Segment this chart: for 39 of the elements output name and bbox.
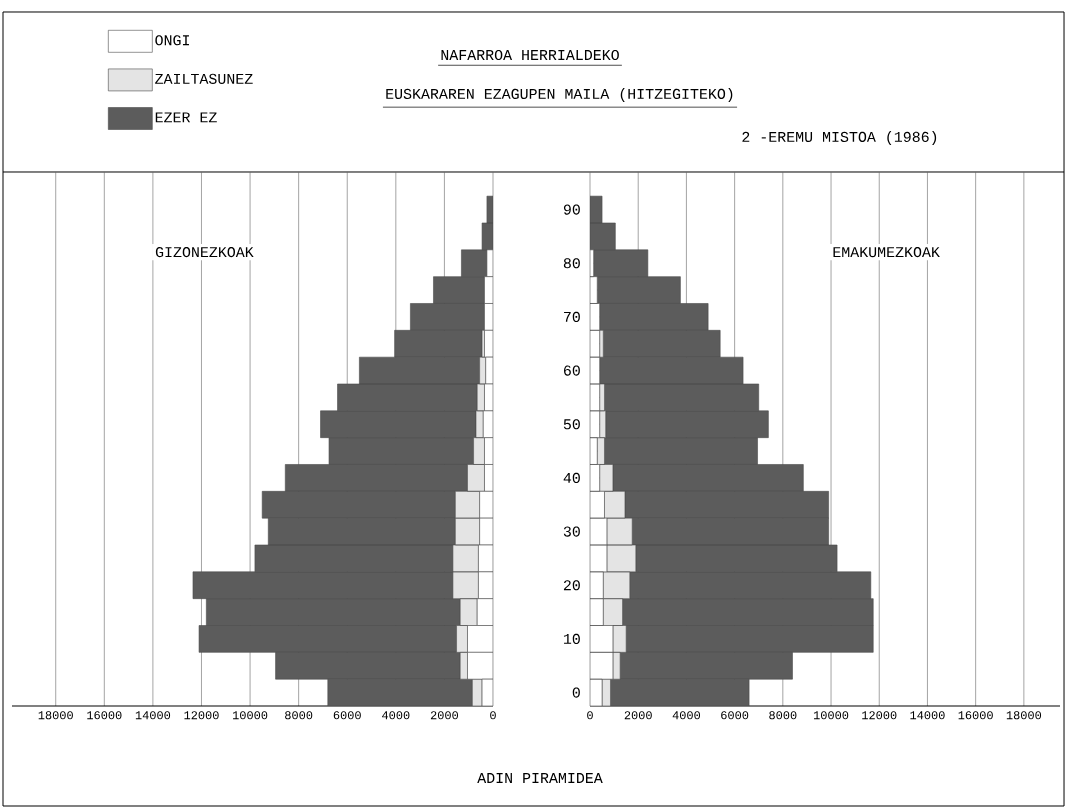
legend-label: EZER EZ <box>155 112 217 123</box>
x-tick-label: 4000 <box>382 711 410 720</box>
x-tick-label: 0 <box>587 711 593 720</box>
y-tick-label: 80 <box>563 258 580 269</box>
x-tick-label: 6000 <box>721 711 749 720</box>
x-tick-label: 6000 <box>333 711 361 720</box>
x-tick-label: 16000 <box>958 711 993 720</box>
y-tick-label: 50 <box>563 419 580 430</box>
y-tick-label: 0 <box>572 687 580 698</box>
annotation: GIZONEZKOAK <box>155 247 254 258</box>
x-tick-label: 12000 <box>184 711 219 720</box>
x-tick-label: 8000 <box>285 711 313 720</box>
y-tick-label: 30 <box>563 526 580 537</box>
annotation: EMAKUMEZKOAK <box>833 247 940 258</box>
y-tick-label: 70 <box>564 311 580 322</box>
x-tick-label: 10000 <box>232 711 268 720</box>
x-tick-label: 14000 <box>910 711 945 720</box>
x-tick-label: 12000 <box>862 711 897 720</box>
y-tick-label: 40 <box>563 472 580 483</box>
x-tick-label: 0 <box>490 711 496 720</box>
x-tick-label: 18000 <box>1006 711 1042 720</box>
x-tick-label: 4000 <box>672 711 701 720</box>
x-tick-label: 10000 <box>813 711 849 720</box>
text: EUSKARAREN EZAGUPEN MAILA (HITZEGITEKO) <box>386 88 733 102</box>
y-tick-label: 10 <box>563 633 580 644</box>
text: 2 -EREMU MISTOA (1986) <box>742 131 937 145</box>
y-tick-label: 60 <box>563 365 580 376</box>
x-tick-label: 2000 <box>430 711 459 720</box>
legend-label: ZAILTASUNEZ <box>155 73 253 84</box>
x-tick-label: 14000 <box>135 711 171 720</box>
y-tick-label: 20 <box>563 580 580 591</box>
x-axis-title: ADIN PIRAMIDEA <box>477 773 603 783</box>
text: NAFARROA HERRIALDEKO <box>441 49 619 61</box>
x-tick-label: 2000 <box>624 711 652 720</box>
x-tick-label: 8000 <box>769 711 797 720</box>
x-tick-label: 18000 <box>38 711 73 720</box>
x-tick-label: 16000 <box>87 711 122 720</box>
legend-label: ONGI <box>155 35 189 46</box>
y-tick-label: 90 <box>563 204 580 215</box>
